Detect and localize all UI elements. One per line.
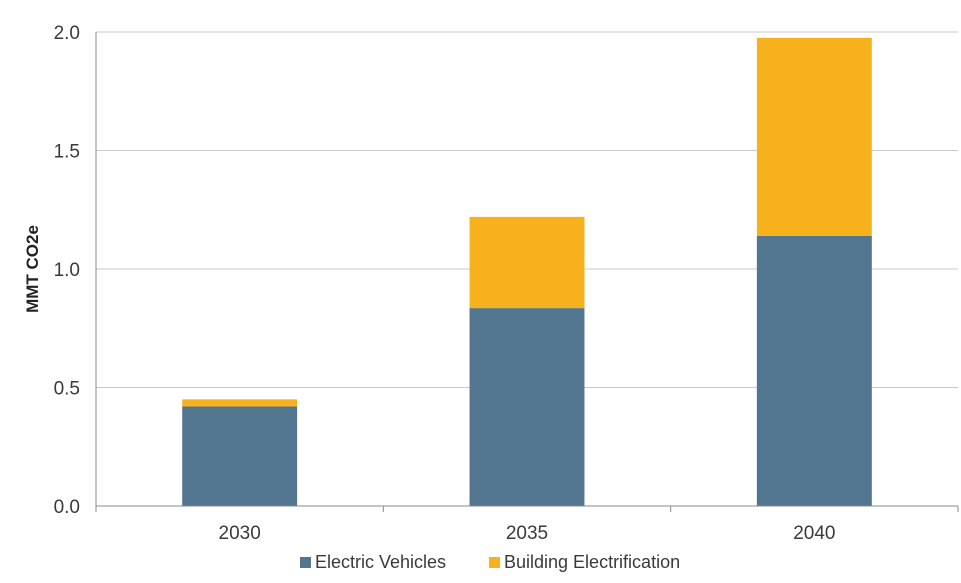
y-tick-label: 1.0 [54,260,80,281]
x-tick-label: 2040 [793,523,835,544]
legend-item-building-electrification: Building Electrification [489,552,680,572]
bar-electric-vehicles-2035 [469,308,585,506]
axes: 0.0 0.5 1.0 1.5 2.0 2030 2035 2040 [54,23,959,544]
legend: Electric Vehicles Building Electrificatio… [300,552,680,572]
bar-building-electrification-2040 [756,37,872,236]
legend-swatch [489,557,500,568]
y-tick-label: 0.0 [54,497,80,518]
y-tick-label: 2.0 [54,23,80,44]
legend-item-electric-vehicles: Electric Vehicles [300,552,446,572]
x-tick-label: 2035 [506,523,548,544]
bars [182,37,872,506]
legend-label: Electric Vehicles [315,552,446,572]
legend-swatch [300,557,311,568]
y-tick-label: 1.5 [54,142,80,163]
y-tick-label: 0.5 [54,379,80,400]
bar-electric-vehicles-2040 [756,235,872,506]
legend-label: Building Electrification [504,552,680,572]
bar-building-electrification-2030 [182,399,298,407]
bar-building-electrification-2035 [469,216,585,309]
y-axis-title: MMT CO2e [23,225,42,313]
x-tick-label: 2030 [219,523,261,544]
bar-electric-vehicles-2030 [182,406,298,506]
